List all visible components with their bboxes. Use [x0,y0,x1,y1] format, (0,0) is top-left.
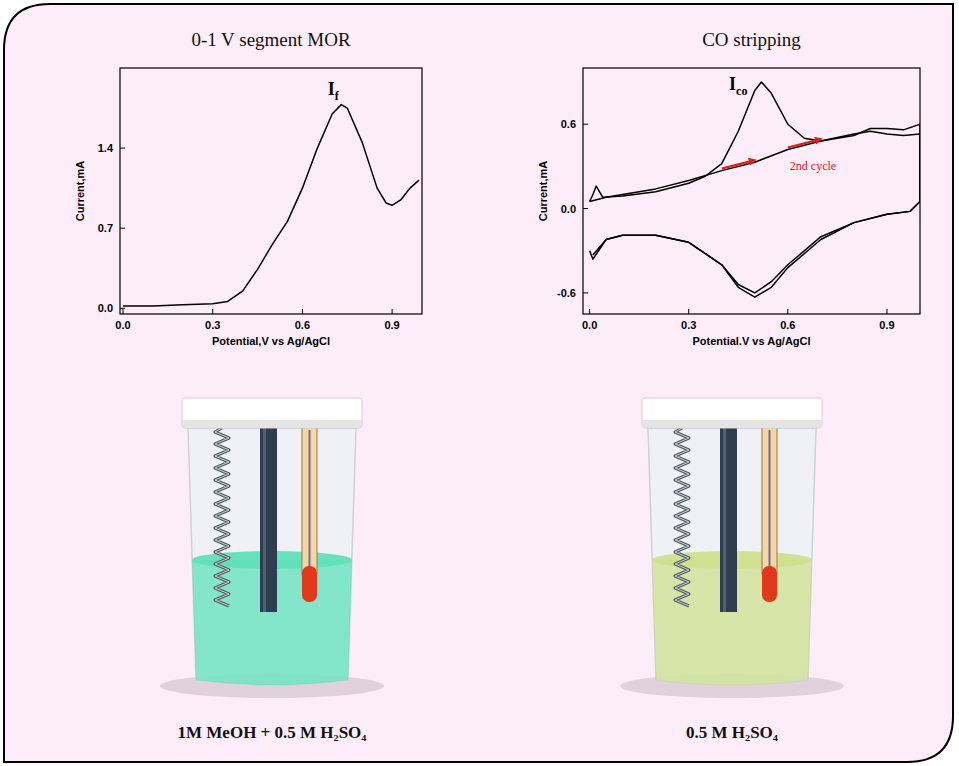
panel [4,4,953,762]
annotation-main: I [729,74,736,94]
y-tick [583,208,588,209]
beaker: 0.5 M H₂SO₄ [620,398,844,742]
annotation-arrow [788,139,821,147]
data-group [590,82,920,297]
reference-wire [309,430,311,570]
working-electrode [720,420,737,612]
working-electrode-shine [263,420,266,612]
annotation: 2nd cycle [790,159,836,173]
plot-frame [583,68,920,314]
annotation-arrow [722,160,755,168]
y-axis-title: Current,mA [74,161,86,222]
annotation-subscript: f [335,89,340,103]
reference-wire [769,430,771,570]
y-tick [583,292,588,293]
x-tick-label: 0.3 [205,319,220,331]
y-tick [120,228,125,229]
counter-electrode-shine [675,428,689,606]
working-electrode [260,420,277,612]
x-tick-label: 0.6 [780,319,795,331]
annotation: Ico [729,74,747,98]
x-axis-title: Potential,V vs Ag/AgCl [212,335,330,347]
y-tick-label: -0.6 [557,287,576,299]
chart: CO stripping -0.6 0.0 0.6 0.0 0.3 0.6 0.9 Potent… [537,29,920,347]
beaker-lid-shade [182,420,362,428]
x-tick-label: 0.3 [681,319,696,331]
counter-electrode [675,428,689,606]
x-tick-label: 0.6 [295,319,310,331]
data-group [123,105,419,306]
series-line [590,82,920,297]
x-tick [787,309,788,314]
working-electrode-shine [723,420,726,612]
series-line [123,105,419,306]
x-tick [212,309,213,314]
beaker-lid [182,398,362,428]
counter-electrode-shine [215,428,229,606]
y-tick [120,308,125,309]
stage: 0-1 V segment MOR 0.0 0.7 1.4 0.0 0.3 0.6 0.9 Po… [0,0,959,766]
reference-electrode [762,424,777,574]
beaker-lid-shade [642,420,822,428]
x-tick-label: 0.9 [879,319,894,331]
label-patch [788,158,838,174]
x-tick [122,309,123,314]
y-tick [583,124,588,125]
y-tick-label: 0.6 [561,118,576,130]
beaker-lid [642,398,822,428]
y-tick [120,148,125,149]
y-tick-label: 0.7 [98,222,113,234]
reference-tip [302,566,317,602]
chart: 0-1 V segment MOR 0.0 0.7 1.4 0.0 0.3 0.6 0.9 Po… [74,29,422,347]
x-tick-label: 0.0 [115,319,130,331]
plot-frame [120,68,422,314]
y-tick-label: 1.4 [98,142,114,154]
x-tick [886,309,887,314]
x-tick-label: 0.0 [582,319,597,331]
counter-electrode [215,428,229,606]
beaker-label: 1M MeOH + 0.5 M H₂SO₄ [178,723,367,742]
chart-title: 0-1 V segment MOR [191,29,351,50]
series-line [590,131,920,293]
annotation-main: I [328,79,335,99]
x-tick [589,309,590,314]
beaker-label: 0.5 M H₂SO₄ [686,723,778,742]
annotation: If [328,79,340,103]
chart-title: CO stripping [702,29,801,50]
reference-tip [762,566,777,602]
y-tick-label: 0.0 [98,302,113,314]
beaker: 1M MeOH + 0.5 M H₂SO₄ [160,398,384,742]
reference-electrode [302,424,317,574]
y-axis-title: Current,mA [537,161,549,222]
annotation-subscript: co [736,84,747,98]
x-tick [302,309,303,314]
x-tick [392,309,393,314]
x-tick [688,309,689,314]
y-tick-label: 0.0 [561,203,576,215]
x-axis-title: Potential.V vs Ag/AgCl [692,335,810,347]
x-tick-label: 0.9 [384,319,399,331]
